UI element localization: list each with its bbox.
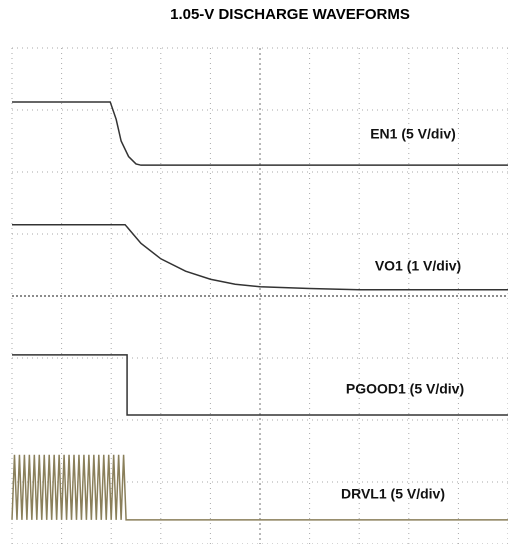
trace-label: VO1 (1 V/div): [375, 258, 461, 274]
chart: 1.05-V DISCHARGE WAVEFORMS EN1 (5 V/div)…: [0, 0, 508, 544]
chart-title: 1.05-V DISCHARGE WAVEFORMS: [170, 6, 410, 23]
trace-label: EN1 (5 V/div): [370, 126, 456, 142]
trace-label: DRVL1 (5 V/div): [341, 486, 445, 502]
trace-label: PGOOD1 (5 V/div): [346, 381, 464, 397]
